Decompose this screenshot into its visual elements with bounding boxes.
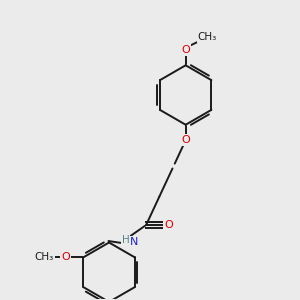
Text: CH₃: CH₃: [197, 32, 217, 42]
Text: CH₃: CH₃: [34, 252, 54, 262]
Text: O: O: [181, 135, 190, 145]
Text: H: H: [122, 235, 129, 244]
Text: O: O: [164, 220, 173, 230]
Text: N: N: [130, 237, 138, 247]
Text: O: O: [61, 252, 70, 262]
Text: O: O: [181, 45, 190, 55]
